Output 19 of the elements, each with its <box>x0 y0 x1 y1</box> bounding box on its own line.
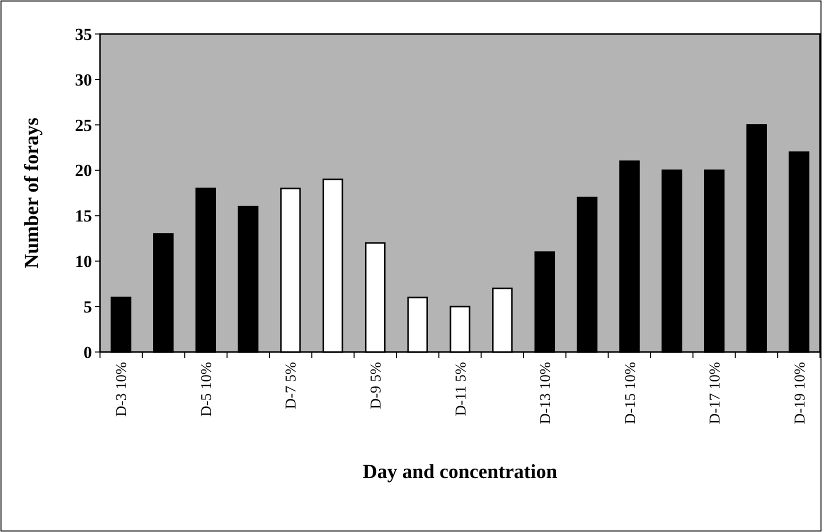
x-tick-label: D-19 10% <box>792 362 808 424</box>
y-axis-title: Number of forays <box>21 117 43 268</box>
y-tick-label: 15 <box>75 206 92 226</box>
y-tick-label: 35 <box>75 24 92 44</box>
x-tick-label: D-15 10% <box>622 362 639 424</box>
y-tick-label: 25 <box>75 116 92 135</box>
y-tick-label: 30 <box>75 70 92 90</box>
x-tick-label: D-9 5% <box>368 362 384 410</box>
x-tick-label: D-11 5% <box>453 362 470 416</box>
x-tick-label: D-7 5% <box>284 362 300 410</box>
x-axis-title: Day and concentration <box>362 461 558 483</box>
y-tick-label: 20 <box>75 161 92 180</box>
x-tick-label: D-3 10% <box>114 362 130 417</box>
y-tick-label: 5 <box>84 298 92 317</box>
y-tick-label: 10 <box>75 252 92 272</box>
x-tick-label: D-17 10% <box>708 362 724 424</box>
x-tick-label: D-5 10% <box>198 362 215 417</box>
x-tick-label: D-13 10% <box>538 362 554 424</box>
y-tick-label: 0 <box>84 342 92 362</box>
